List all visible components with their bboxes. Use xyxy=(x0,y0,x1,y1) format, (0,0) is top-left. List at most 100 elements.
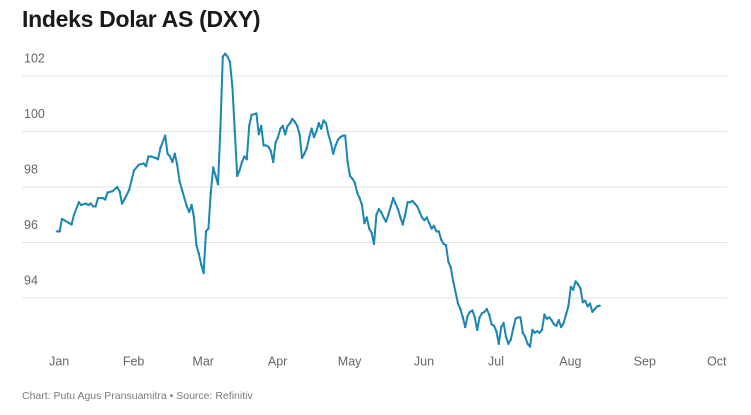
data-point xyxy=(550,319,553,322)
data-point xyxy=(293,120,296,124)
data-point xyxy=(236,174,239,178)
data-point xyxy=(87,203,90,207)
data-point xyxy=(557,319,560,322)
data-point xyxy=(416,205,419,208)
data-point xyxy=(430,227,433,230)
data-point xyxy=(238,169,241,172)
data-point xyxy=(504,335,508,339)
data-point xyxy=(569,285,572,289)
data-point xyxy=(543,313,546,316)
data-point xyxy=(214,174,217,178)
data-point xyxy=(339,135,342,139)
data-point xyxy=(111,190,114,193)
data-point xyxy=(183,196,186,200)
data-point xyxy=(264,144,268,147)
data-point xyxy=(404,213,407,216)
data-point xyxy=(574,280,577,283)
data-point xyxy=(164,134,167,137)
data-point xyxy=(432,224,436,228)
data-point xyxy=(317,122,320,125)
data-point xyxy=(267,145,270,148)
data-point xyxy=(576,282,580,286)
data-point xyxy=(156,158,160,161)
data-point xyxy=(154,156,157,160)
data-point xyxy=(195,244,198,247)
data-point xyxy=(159,146,162,150)
data-point xyxy=(240,160,244,164)
data-point xyxy=(324,122,328,125)
data-point xyxy=(456,302,460,305)
data-point xyxy=(396,208,400,211)
data-point xyxy=(459,307,462,311)
data-point xyxy=(226,55,229,58)
data-point xyxy=(444,244,448,247)
data-point xyxy=(353,181,356,184)
data-point xyxy=(224,52,227,55)
data-point xyxy=(192,216,196,219)
data-point xyxy=(209,191,212,194)
data-point xyxy=(329,141,332,144)
data-point xyxy=(596,305,599,308)
data-point xyxy=(248,124,251,128)
data-point xyxy=(320,127,323,130)
data-point xyxy=(437,230,440,233)
gridlines xyxy=(22,75,727,299)
data-point xyxy=(420,216,424,219)
y-tick-label: 96 xyxy=(24,218,38,232)
data-point xyxy=(310,127,313,130)
data-point xyxy=(387,213,390,216)
chart-title: Indeks Dolar AS (DXY) xyxy=(22,6,261,32)
data-point xyxy=(521,331,524,334)
data-point xyxy=(144,165,148,168)
data-point xyxy=(375,213,378,216)
data-point xyxy=(56,230,59,233)
y-axis: 94 96 98 100 102 xyxy=(24,51,45,287)
data-point xyxy=(279,127,282,130)
data-point xyxy=(406,201,409,204)
data-point xyxy=(413,202,416,205)
data-point xyxy=(598,304,601,307)
data-point xyxy=(538,331,541,334)
data-point xyxy=(168,155,172,158)
data-point xyxy=(166,152,169,155)
data-point xyxy=(228,60,232,64)
data-point xyxy=(473,316,476,319)
data-point xyxy=(269,149,272,153)
data-point xyxy=(346,160,349,164)
x-tick-label: Jan xyxy=(49,354,69,368)
data-points xyxy=(56,52,601,348)
data-point xyxy=(356,191,359,194)
data-point xyxy=(262,144,265,147)
data-point xyxy=(204,230,208,233)
data-point xyxy=(509,338,512,341)
data-point xyxy=(500,325,503,329)
data-point xyxy=(272,160,275,164)
data-point xyxy=(567,305,570,308)
data-point xyxy=(358,196,361,200)
data-point xyxy=(447,260,450,264)
x-axis: Jan Feb Mar Apr May Jun Jul Aug Sep Oct xyxy=(49,354,727,368)
data-point xyxy=(80,203,83,207)
data-point xyxy=(106,191,109,194)
data-point xyxy=(476,328,479,332)
data-point xyxy=(231,85,234,89)
data-point xyxy=(514,317,517,320)
data-point xyxy=(586,305,589,308)
data-point xyxy=(190,203,193,207)
data-point xyxy=(128,188,131,191)
data-point xyxy=(399,216,402,219)
data-point xyxy=(303,152,306,155)
data-point xyxy=(442,242,445,246)
data-point xyxy=(116,185,119,189)
x-tick-label: Mar xyxy=(192,354,214,368)
data-point xyxy=(572,288,575,291)
data-point xyxy=(72,213,76,216)
data-point xyxy=(137,163,140,166)
data-point xyxy=(288,122,292,125)
data-point xyxy=(315,130,318,133)
data-point xyxy=(147,155,150,158)
data-point xyxy=(408,201,412,204)
data-point xyxy=(68,221,71,225)
data-point xyxy=(579,287,582,290)
data-point xyxy=(584,299,587,302)
